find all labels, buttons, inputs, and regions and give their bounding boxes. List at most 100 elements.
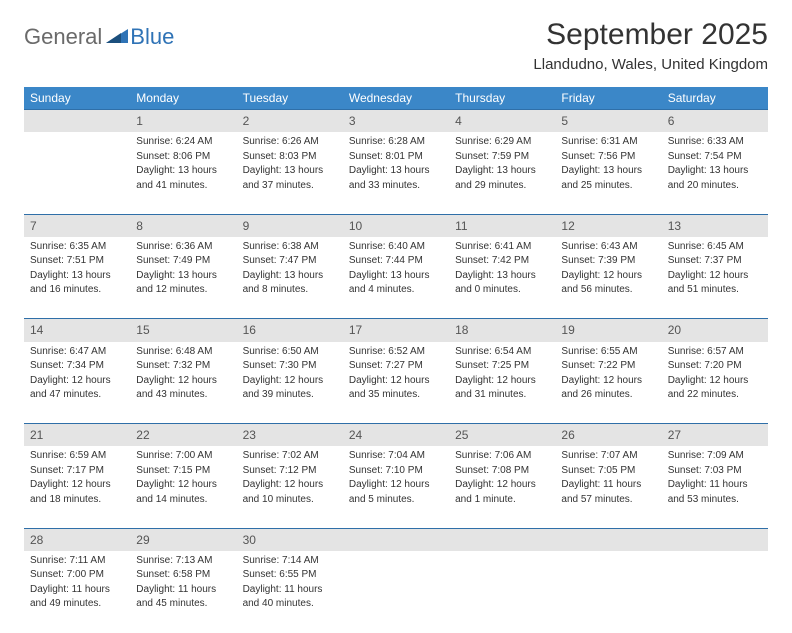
day-cell: Sunrise: 7:04 AMSunset: 7:10 PMDaylight:…	[343, 446, 449, 528]
sunset-text: Sunset: 7:12 PM	[243, 464, 337, 478]
day-number: 12	[555, 214, 661, 237]
day-cell	[343, 551, 449, 633]
day1-text: Daylight: 13 hours	[243, 164, 337, 178]
sunrise-text: Sunrise: 7:07 AM	[561, 449, 655, 463]
sunset-text: Sunset: 7:00 PM	[30, 568, 124, 582]
day1-text: Daylight: 13 hours	[30, 269, 124, 283]
day1-text: Daylight: 13 hours	[243, 269, 337, 283]
logo-triangle-icon	[106, 27, 128, 48]
day-number: 23	[237, 424, 343, 447]
sunset-text: Sunset: 7:32 PM	[136, 359, 230, 373]
day-number: 4	[449, 110, 555, 133]
day-number: 16	[237, 319, 343, 342]
sunset-text: Sunset: 7:39 PM	[561, 254, 655, 268]
day2-text: and 41 minutes.	[136, 179, 230, 193]
day-cell: Sunrise: 7:13 AMSunset: 6:58 PMDaylight:…	[130, 551, 236, 633]
day2-text: and 40 minutes.	[243, 597, 337, 611]
day2-text: and 12 minutes.	[136, 283, 230, 297]
month-title: September 2025	[533, 18, 768, 52]
day2-text: and 31 minutes.	[455, 388, 549, 402]
day-cell: Sunrise: 7:14 AMSunset: 6:55 PMDaylight:…	[237, 551, 343, 633]
day1-text: Daylight: 13 hours	[349, 164, 443, 178]
day2-text: and 35 minutes.	[349, 388, 443, 402]
sunset-text: Sunset: 7:47 PM	[243, 254, 337, 268]
day1-text: Daylight: 11 hours	[136, 583, 230, 597]
day2-text: and 14 minutes.	[136, 493, 230, 507]
content-row: Sunrise: 7:11 AMSunset: 7:00 PM Daylight:…	[24, 551, 768, 633]
logo: General Blue	[24, 18, 174, 50]
day-number: 28	[24, 528, 130, 551]
day-cell: Sunrise: 7:07 AMSunset: 7:05 PMDaylight:…	[555, 446, 661, 528]
day-number	[24, 110, 130, 133]
day1-text: Daylight: 12 hours	[243, 478, 337, 492]
day-number: 27	[662, 424, 768, 447]
day2-text: and 53 minutes.	[668, 493, 762, 507]
sunset-text: Sunset: 7:22 PM	[561, 359, 655, 373]
day-cell: Sunrise: 6:48 AMSunset: 7:32 PMDaylight:…	[130, 342, 236, 424]
sunset-text: Sunset: 6:58 PM	[136, 568, 230, 582]
day-header: Saturday	[662, 87, 768, 110]
day2-text: and 47 minutes.	[30, 388, 124, 402]
day-cell: Sunrise: 6:52 AMSunset: 7:27 PMDaylight:…	[343, 342, 449, 424]
day-cell: Sunrise: 7:02 AMSunset: 7:12 PMDaylight:…	[237, 446, 343, 528]
sunset-text: Sunset: 7:37 PM	[668, 254, 762, 268]
day-cell: Sunrise: 6:57 AMSunset: 7:20 PMDaylight:…	[662, 342, 768, 424]
day2-text: and 25 minutes.	[561, 179, 655, 193]
sunrise-text: Sunrise: 6:33 AM	[668, 135, 762, 149]
day1-text: Daylight: 12 hours	[243, 374, 337, 388]
day-cell: Sunrise: 6:31 AMSunset: 7:56 PMDaylight:…	[555, 132, 661, 214]
day-header-row: Sunday Monday Tuesday Wednesday Thursday…	[24, 87, 768, 110]
day-number: 30	[237, 528, 343, 551]
sunrise-text: Sunrise: 6:43 AM	[561, 240, 655, 254]
day1-text: Daylight: 13 hours	[561, 164, 655, 178]
day1-text: Daylight: 13 hours	[668, 164, 762, 178]
day1-text: Daylight: 11 hours	[668, 478, 762, 492]
day2-text: and 56 minutes.	[561, 283, 655, 297]
day-cell: Sunrise: 6:41 AMSunset: 7:42 PMDaylight:…	[449, 237, 555, 319]
content-row: Sunrise: 6:24 AMSunset: 8:06 PMDaylight:…	[24, 132, 768, 214]
sunset-text: Sunset: 8:03 PM	[243, 150, 337, 164]
sunrise-text: Sunrise: 6:57 AM	[668, 345, 762, 359]
sunset-text: Sunset: 6:55 PM	[243, 568, 337, 582]
daynum-row: 123456	[24, 110, 768, 133]
day-cell: Sunrise: 6:38 AMSunset: 7:47 PMDaylight:…	[237, 237, 343, 319]
day-cell	[662, 551, 768, 633]
day-cell: Sunrise: 6:47 AMSunset: 7:34 PMDaylight:…	[24, 342, 130, 424]
sunrise-text: Sunrise: 7:04 AM	[349, 449, 443, 463]
day-number	[662, 528, 768, 551]
logo-text-general: General	[24, 24, 102, 50]
sunset-text: Sunset: 7:08 PM	[455, 464, 549, 478]
sunset-text: Sunset: 7:42 PM	[455, 254, 549, 268]
content-row: Sunrise: 6:35 AMSunset: 7:51 PMDaylight:…	[24, 237, 768, 319]
day1-text: Daylight: 12 hours	[668, 269, 762, 283]
sunrise-text: Sunrise: 7:14 AM	[243, 554, 337, 568]
day-number: 17	[343, 319, 449, 342]
day-number: 24	[343, 424, 449, 447]
day-cell: Sunrise: 7:11 AMSunset: 7:00 PMDaylight:…	[24, 551, 130, 633]
sunrise-text: Sunrise: 7:00 AM	[136, 449, 230, 463]
day-number: 13	[662, 214, 768, 237]
sunrise-text: Sunrise: 6:24 AM	[136, 135, 230, 149]
day-number: 10	[343, 214, 449, 237]
day1-text: Daylight: 13 hours	[455, 269, 549, 283]
sunrise-text: Sunrise: 6:29 AM	[455, 135, 549, 149]
day1-text: Daylight: 12 hours	[30, 374, 124, 388]
day1-text: Daylight: 12 hours	[455, 478, 549, 492]
day-cell	[24, 132, 130, 214]
day2-text: and 37 minutes.	[243, 179, 337, 193]
day2-text: and 20 minutes.	[668, 179, 762, 193]
day-number: 5	[555, 110, 661, 133]
day-number: 25	[449, 424, 555, 447]
title-block: September 2025 Llandudno, Wales, United …	[533, 18, 768, 73]
day1-text: Daylight: 11 hours	[561, 478, 655, 492]
day-header: Monday	[130, 87, 236, 110]
day-number: 1	[130, 110, 236, 133]
day-cell: Sunrise: 6:35 AMSunset: 7:51 PMDaylight:…	[24, 237, 130, 319]
sunrise-text: Sunrise: 6:26 AM	[243, 135, 337, 149]
sunrise-text: Sunrise: 7:06 AM	[455, 449, 549, 463]
header: General Blue September 2025 Llandudno, W…	[24, 18, 768, 73]
day-cell	[555, 551, 661, 633]
day2-text: and 1 minute.	[455, 493, 549, 507]
day2-text: and 4 minutes.	[349, 283, 443, 297]
sunrise-text: Sunrise: 7:11 AM	[30, 554, 124, 568]
